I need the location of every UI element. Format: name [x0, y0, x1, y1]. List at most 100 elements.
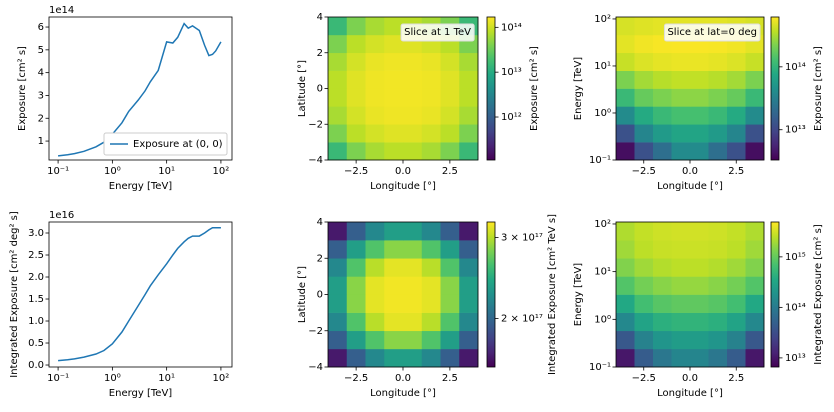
heatmap-cell [690, 52, 709, 71]
y-tick-label: 0.0 [28, 360, 44, 371]
heatmap-cell [459, 276, 479, 295]
heatmap-cell [346, 88, 366, 107]
heatmap-cell [421, 124, 441, 143]
heatmap-cell [708, 124, 728, 143]
heatmap-cell [745, 124, 765, 143]
heatmap-cell [421, 240, 441, 259]
heatmap-cell [365, 88, 385, 107]
heatmap-cell [616, 34, 635, 54]
heatmap-cell [346, 70, 366, 89]
colorbar-label: Integrated Exposure [cm² s] [813, 224, 824, 365]
heatmap-cell [690, 294, 709, 313]
colorbar-tick-label: 10¹³ [785, 125, 806, 136]
heatmap-cell [745, 348, 765, 368]
heatmap-cell [671, 124, 691, 143]
heatmap-cell [671, 294, 691, 313]
heatmap-cell [365, 330, 385, 350]
heatmap-cell [421, 294, 441, 313]
x-tick-label: 10² [213, 166, 230, 177]
heatmap-cell [690, 258, 709, 277]
heatmap-cell [671, 258, 691, 277]
y-tick-label: 3.0 [28, 228, 44, 239]
heatmap-cell [690, 312, 709, 332]
y-axis-label: Latitude [°] [297, 60, 308, 117]
heatmap-cell [634, 294, 654, 313]
x-tick-label: 2.5 [442, 373, 458, 384]
heatmap-cell [346, 142, 366, 161]
heatmap-cell [365, 222, 385, 241]
heatmap-cell [384, 294, 404, 313]
offset-text: 1e14 [49, 5, 74, 16]
heatmap-cell [440, 258, 460, 277]
heatmap-cell [328, 88, 348, 107]
heatmap-cell [346, 258, 366, 277]
heatmap-cell [671, 240, 691, 259]
colorbar-label: Integrated Exposure [cm² TeV s] [547, 214, 558, 375]
x-tick-label: 2.5 [728, 166, 744, 177]
heatmap-cell [745, 142, 765, 161]
heatmap-cell [384, 222, 404, 241]
offset-text: 1e16 [49, 210, 74, 221]
x-tick-label: −2.5 [632, 166, 656, 177]
x-axis-label: Energy [TeV] [109, 388, 172, 399]
heatmap-cell [671, 70, 691, 89]
heatmap-cell [365, 294, 385, 313]
heatmap-cell [328, 70, 348, 89]
heatmap-cell [690, 124, 709, 143]
heatmap-cell [440, 348, 460, 368]
heatmap-cell [403, 222, 423, 241]
heatmap-cell [708, 88, 728, 107]
heatmap-cell [440, 52, 460, 71]
heatmap-cell [403, 70, 423, 89]
x-axis-label: Longitude [°] [370, 181, 436, 192]
x-tick-label: −2.5 [344, 166, 368, 177]
heatmap-cell [745, 258, 765, 277]
heatmap-cell [653, 348, 672, 368]
heatmap-cell [440, 88, 460, 107]
axes-frame [48, 221, 233, 368]
heatmap-cell [459, 142, 479, 161]
heatmap-cell [384, 124, 404, 143]
heatmap-cell [727, 142, 746, 161]
heatmap-cell [365, 258, 385, 277]
heatmap-cell [653, 330, 672, 350]
heatmap-cell [708, 222, 728, 241]
y-tick-label: 4 [38, 68, 44, 79]
heatmap-cell [384, 88, 404, 107]
heatmap-cell [745, 240, 765, 259]
heatmap-cell [328, 312, 348, 332]
x-tick-label: 10⁻¹ [47, 166, 69, 177]
x-tick-label: −2.5 [344, 373, 368, 384]
heatmap-cell [745, 70, 765, 89]
y-axis-label: Energy [TeV] [573, 57, 584, 120]
heatmap-cell [440, 294, 460, 313]
heatmap-cell [634, 34, 654, 54]
heatmap-cell [690, 222, 709, 241]
heatmap-cell [459, 240, 479, 259]
heatmap-cell [634, 330, 654, 350]
x-tick-label: 2.5 [442, 166, 458, 177]
colorbar-tick-label: 10¹⁵ [785, 252, 806, 263]
y-tick-label: 3 [38, 90, 44, 101]
heatmap-cell [403, 258, 423, 277]
heatmap-cell [745, 276, 765, 295]
heatmap-cell [365, 142, 385, 161]
heatmap-cell [328, 124, 348, 143]
heatmap-cell [440, 276, 460, 295]
heatmap-cell [403, 312, 423, 332]
y-tick-label: 2.5 [28, 250, 44, 261]
colorbar-tick-label: 10¹² [501, 112, 522, 123]
heatmap-cell [708, 294, 728, 313]
heatmap-cell [727, 222, 746, 241]
heatmap-cell [634, 52, 654, 71]
heatmap-cell [346, 52, 366, 71]
x-axis-label: Longitude [°] [370, 388, 436, 399]
heatmap-cell [384, 240, 404, 259]
heatmap-cell [384, 312, 404, 332]
heatmap-cell [403, 106, 423, 125]
heatmap-cell [459, 222, 479, 241]
heatmap-cell [653, 124, 672, 143]
heatmap-cell [653, 142, 672, 161]
y-tick-label: 4 [317, 12, 323, 23]
heatmap-cell [634, 348, 654, 368]
